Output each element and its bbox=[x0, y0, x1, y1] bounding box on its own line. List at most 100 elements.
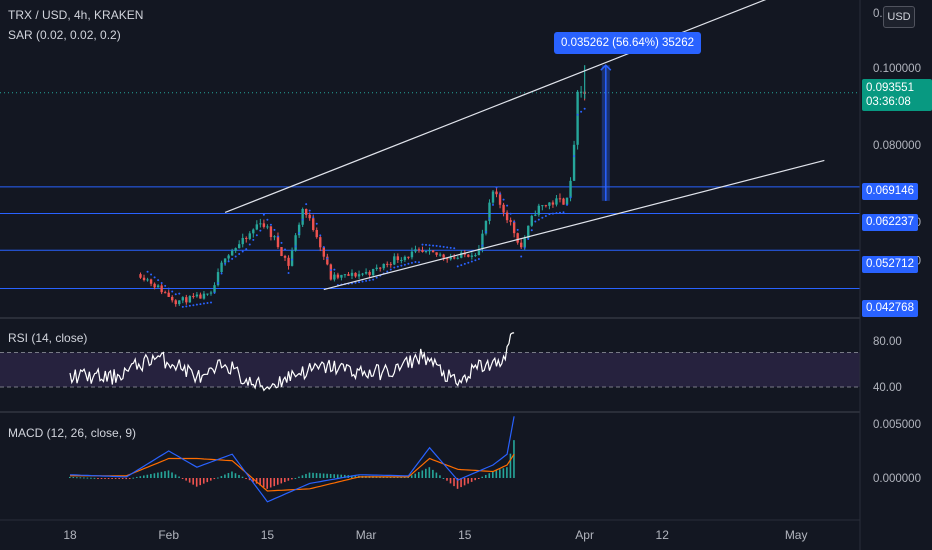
candle-body bbox=[386, 263, 389, 265]
currency-button[interactable]: USD bbox=[883, 6, 915, 28]
candle-body bbox=[572, 144, 576, 181]
sar-dot bbox=[150, 273, 153, 276]
sar-dot bbox=[523, 246, 526, 249]
sar-dot bbox=[414, 260, 417, 263]
candle-body bbox=[156, 285, 160, 288]
candle-body bbox=[241, 237, 244, 245]
candle-body bbox=[301, 209, 304, 225]
sar-dot bbox=[231, 257, 234, 260]
sar-dot bbox=[276, 235, 279, 238]
macd-histogram-bar bbox=[202, 478, 205, 484]
macd-histogram-bar bbox=[343, 474, 346, 478]
sar-dot bbox=[555, 212, 558, 215]
candle-body bbox=[308, 214, 311, 219]
sar-dot bbox=[527, 237, 530, 240]
sar-dot bbox=[167, 287, 170, 290]
rsi-legend: RSI (14, close) bbox=[8, 331, 88, 345]
macd-histogram-bar bbox=[181, 478, 184, 479]
sar-dot bbox=[534, 220, 537, 223]
sar-dot bbox=[280, 241, 283, 244]
sar-dot bbox=[157, 279, 160, 282]
candle-body bbox=[579, 91, 583, 93]
sar-dot bbox=[213, 291, 216, 294]
macd-histogram-bar bbox=[164, 471, 166, 478]
sar-dot bbox=[372, 278, 375, 281]
sar-dot bbox=[417, 261, 420, 264]
candle-body bbox=[470, 255, 474, 257]
candle-body bbox=[534, 214, 537, 216]
sar-dot bbox=[403, 263, 406, 266]
channel-lower-line bbox=[323, 159, 825, 291]
candle-body bbox=[167, 292, 170, 297]
candle-body bbox=[368, 271, 371, 276]
sar-dot bbox=[153, 276, 156, 279]
candle-body bbox=[393, 256, 396, 265]
candle-body bbox=[230, 250, 234, 256]
macd-histogram-bar bbox=[100, 478, 103, 479]
channel-upper-line bbox=[224, 0, 767, 214]
candle-body bbox=[223, 258, 227, 263]
candle-body bbox=[347, 274, 350, 276]
macd-histogram-bar bbox=[322, 473, 325, 478]
sar-dot bbox=[241, 250, 244, 253]
sar-dot bbox=[432, 244, 435, 247]
candle-body bbox=[403, 256, 407, 260]
sar-dot bbox=[181, 305, 184, 308]
macd-histogram-bar bbox=[234, 473, 237, 478]
candle-body bbox=[400, 259, 403, 261]
sar-dot bbox=[315, 222, 318, 225]
candle-body bbox=[407, 256, 410, 258]
macd-histogram-bar bbox=[199, 478, 202, 486]
macd-histogram-bar bbox=[72, 477, 75, 479]
sar-dot bbox=[188, 304, 191, 307]
candle-body bbox=[530, 215, 533, 226]
macd-histogram-bar bbox=[266, 478, 268, 489]
sar-dot bbox=[178, 292, 181, 295]
candle-body bbox=[188, 296, 192, 303]
macd-histogram-bar bbox=[474, 478, 476, 481]
macd-histogram-bar bbox=[121, 478, 124, 479]
sar-dot bbox=[301, 218, 304, 221]
macd-histogram-bar bbox=[118, 478, 120, 479]
sar-dot bbox=[386, 270, 389, 273]
macd-histogram-bar bbox=[241, 476, 244, 478]
candle-body bbox=[216, 272, 220, 286]
sar-dot bbox=[488, 217, 491, 220]
candle-body bbox=[569, 180, 572, 198]
macd-histogram-bar bbox=[492, 471, 494, 478]
candle-body bbox=[269, 226, 273, 237]
candle-body bbox=[562, 198, 565, 205]
macd-histogram-bar bbox=[224, 474, 226, 478]
candle-body bbox=[262, 223, 266, 227]
sar-dot bbox=[210, 301, 212, 304]
sar-dots bbox=[146, 107, 586, 308]
candle-body bbox=[238, 244, 241, 249]
macd-histogram-bar bbox=[104, 478, 106, 479]
sar-dot bbox=[439, 245, 442, 248]
candle-body bbox=[336, 274, 340, 278]
macd-histogram-bar bbox=[90, 477, 92, 479]
candle-body bbox=[276, 236, 280, 248]
candle-body bbox=[248, 233, 251, 239]
sar-dot bbox=[558, 211, 561, 214]
symbol-legend: TRX / USD, 4h, KRAKEN bbox=[8, 8, 144, 22]
sar-dot bbox=[146, 270, 149, 273]
candle-body bbox=[181, 297, 184, 301]
candle-body bbox=[273, 236, 276, 238]
macd-histogram-bar bbox=[238, 474, 240, 478]
sar-dot bbox=[227, 260, 230, 263]
macd-histogram-bar bbox=[93, 477, 96, 479]
macd-histogram-bar bbox=[414, 473, 417, 478]
macd-histogram-bar bbox=[477, 478, 480, 479]
macd-histogram-bar bbox=[351, 475, 353, 478]
candle-body bbox=[435, 252, 438, 255]
candle-body bbox=[379, 267, 382, 269]
sar-dot bbox=[217, 282, 220, 285]
candle-body bbox=[502, 204, 505, 213]
sar-dot bbox=[520, 255, 523, 258]
sar-dot bbox=[463, 262, 466, 265]
candle-body bbox=[565, 197, 569, 205]
macd-histogram-bar bbox=[287, 478, 290, 481]
